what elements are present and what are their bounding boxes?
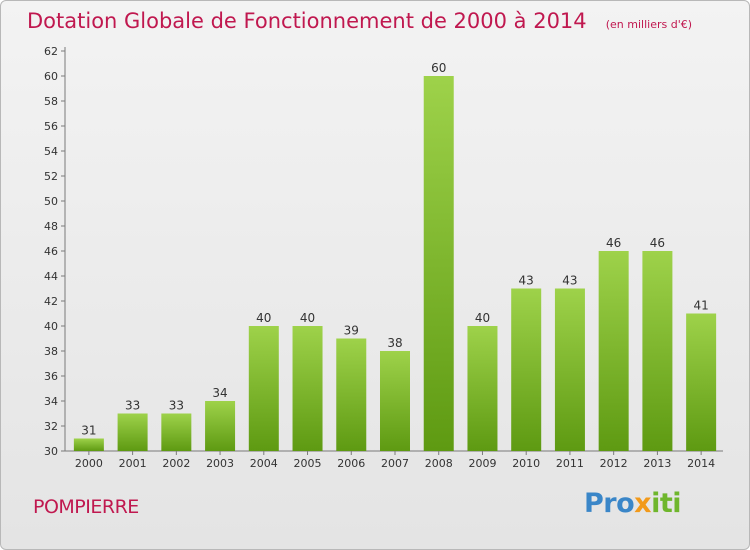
x-tick-label: 2010 — [512, 457, 540, 470]
bar — [73, 438, 104, 451]
bar — [686, 313, 717, 451]
bar — [292, 326, 323, 451]
value-label: 41 — [693, 299, 708, 313]
x-tick-label: 2005 — [294, 457, 322, 470]
x-tick-label: 2006 — [337, 457, 365, 470]
y-tick-label: 54 — [44, 145, 58, 158]
value-label: 38 — [387, 336, 402, 350]
x-tick-label: 2009 — [468, 457, 496, 470]
value-label: 33 — [125, 399, 140, 413]
title-row: Dotation Globale de Fonctionnement de 20… — [27, 9, 692, 33]
value-label: 60 — [431, 61, 446, 75]
value-label: 34 — [212, 386, 227, 400]
bar — [161, 413, 192, 451]
value-label: 43 — [519, 274, 534, 288]
logo-part-3: iti — [651, 488, 681, 519]
axis-layer: 30 32 34 36 38 40 42 44 46 48 50 52 54 56 58 60 62 — [44, 45, 723, 458]
bar — [467, 326, 498, 451]
y-tick-label: 52 — [44, 170, 58, 183]
x-tick-label: 2000 — [75, 457, 103, 470]
y-tick-label: 50 — [44, 195, 58, 208]
bar — [248, 326, 279, 451]
bar — [598, 251, 629, 451]
label-layer: 31 2000 33 2001 33 2002 34 2003 40 2004 40 2005 39 20… — [75, 61, 715, 470]
y-tick-label: 44 — [44, 270, 58, 283]
chart-subtitle: (en milliers d'€) — [605, 18, 693, 31]
y-tick-label: 48 — [44, 220, 58, 233]
bar — [511, 288, 542, 451]
value-label: 40 — [300, 311, 315, 325]
value-label: 33 — [169, 399, 184, 413]
value-label: 46 — [650, 236, 665, 250]
x-tick-label: 2004 — [250, 457, 278, 470]
x-tick-label: 2001 — [119, 457, 147, 470]
logo-part-1: Pro — [584, 488, 635, 519]
logo-part-2: x — [634, 488, 652, 519]
value-label: 40 — [256, 311, 271, 325]
bar — [642, 251, 673, 451]
y-tick-label: 42 — [44, 295, 58, 308]
bar — [117, 413, 148, 451]
y-tick-label: 32 — [44, 420, 58, 433]
proxiti-logo: Proxiti — [584, 488, 681, 519]
value-label: 39 — [344, 324, 359, 338]
x-tick-label: 2014 — [687, 457, 715, 470]
value-label: 43 — [562, 274, 577, 288]
y-tick-label: 30 — [44, 445, 58, 458]
y-tick-label: 36 — [44, 370, 58, 383]
y-tick-label: 34 — [44, 395, 58, 408]
bar-layer — [73, 76, 717, 451]
y-tick-label: 40 — [44, 320, 58, 333]
chart-title: Dotation Globale de Fonctionnement de 20… — [27, 9, 587, 33]
y-tick-label: 62 — [44, 45, 58, 58]
x-tick-label: 2007 — [381, 457, 409, 470]
y-tick-label: 60 — [44, 70, 58, 83]
bar — [205, 401, 236, 451]
x-tick-label: 2008 — [425, 457, 453, 470]
bar — [554, 288, 585, 451]
bar — [423, 76, 454, 451]
y-tick-label: 46 — [44, 245, 58, 258]
y-tick-label: 56 — [44, 120, 58, 133]
bar — [380, 351, 410, 451]
x-tick-label: 2013 — [643, 457, 671, 470]
value-label: 31 — [81, 424, 96, 438]
value-label: 40 — [475, 311, 490, 325]
x-tick-label: 2012 — [600, 457, 628, 470]
value-label: 46 — [606, 236, 621, 250]
commune-name: POMPIERRE — [33, 496, 139, 518]
x-tick-label: 2003 — [206, 457, 234, 470]
y-tick-label: 58 — [44, 95, 58, 108]
x-tick-label: 2011 — [556, 457, 584, 470]
y-tick-label: 38 — [44, 345, 58, 358]
bar — [336, 338, 367, 451]
x-tick-label: 2002 — [162, 457, 190, 470]
